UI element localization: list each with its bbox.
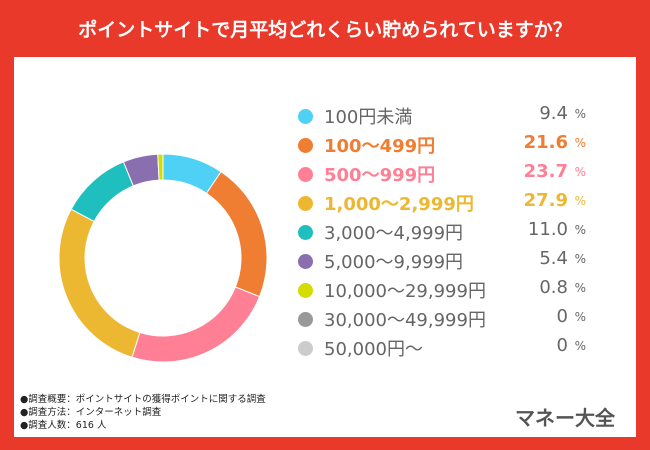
donut-slice [205,170,268,298]
legend-label: 500〜999円 [324,165,436,186]
note-method: ●調査方法：インターネット調査 [20,407,162,418]
legend-item: 30,000〜49,999円 0% [298,306,588,335]
page-title: ポイントサイトで月平均どれくらい貯められていますか？ [78,19,572,41]
donut-slice [131,286,261,363]
data-label: 0.8 [539,277,568,298]
percent-unit: % [574,252,586,266]
percent-unit: % [574,223,586,237]
data-label: 0 [556,335,568,356]
legend-swatch [298,254,313,269]
percent-unit: % [574,310,586,324]
legend-item: 100〜499円 21.6% [298,132,588,161]
data-label: 0 [556,306,568,327]
donut-slice [70,161,134,223]
legend-swatch [298,283,313,298]
legend-swatch [298,196,313,211]
data-label: 23.7 [523,161,568,182]
legend-item: 500〜999円 23.7% [298,161,588,190]
brand-logo: マネー大全 [515,406,615,430]
percent-unit: % [574,194,586,208]
legend-swatch [298,225,313,240]
legend-label: 1,000〜2,999円 [324,194,474,215]
percent-unit: % [574,339,586,353]
legend-label: 5,000〜9,999円 [324,252,464,273]
legend-item: 1,000〜2,999円 27.9% [298,190,588,219]
donut-slice [157,153,164,181]
data-label: 11.0 [527,219,568,240]
data-label: 21.6 [523,132,568,153]
legend-item: 100円未満 9.4% [298,103,588,132]
percent-unit: % [574,107,586,121]
note-count: ●調査人数：616 人 [20,420,107,431]
legend-swatch [298,167,313,182]
note-summary: ●調査概要：ポイントサイトの獲得ポイントに関する調査 [20,394,266,405]
legend-item: 3,000〜4,999円 11.0% [298,219,588,248]
data-label: 5.4 [539,248,568,269]
legend-label: 10,000〜29,999円 [324,281,486,302]
legend-label: 3,000〜4,999円 [324,223,464,244]
survey-notes: ●調査概要：ポイントサイトの獲得ポイントに関する調査 ●調査方法：インターネット… [20,393,266,432]
legend-swatch [298,109,313,124]
legend-item: 10,000〜29,999円 0.8% [298,277,588,306]
legend: 100円未満 9.4% 100〜499円 21.6% 500〜999円 23.7% 1,00… [298,103,588,364]
legend-label: 50,000円〜 [324,339,423,360]
donut-slice [58,208,141,358]
legend-item: 5,000〜9,999円 5.4% [298,248,588,277]
legend-swatch [298,312,313,327]
legend-label: 30,000〜49,999円 [324,310,486,331]
legend-label: 100〜499円 [324,136,436,157]
data-label: 9.4 [539,103,568,124]
percent-unit: % [574,165,586,179]
legend-item: 50,000円〜 0% [298,335,588,364]
legend-swatch [298,138,313,153]
chart-panel [14,57,636,437]
legend-label: 100円未満 [324,107,413,128]
percent-unit: % [574,136,586,150]
percent-unit: % [574,281,586,295]
legend-swatch [298,341,313,356]
data-label: 27.9 [523,190,568,211]
